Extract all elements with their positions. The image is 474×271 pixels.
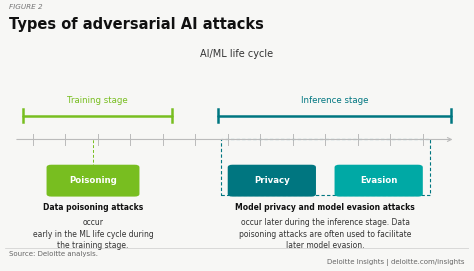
Text: Privacy: Privacy xyxy=(254,176,290,185)
Text: Data poisoning attacks: Data poisoning attacks xyxy=(43,203,143,212)
FancyBboxPatch shape xyxy=(228,165,316,196)
Text: Inference stage: Inference stage xyxy=(301,96,368,105)
Text: Source: Deloitte analysis.: Source: Deloitte analysis. xyxy=(9,251,99,257)
Text: Model privacy and model evasion attacks: Model privacy and model evasion attacks xyxy=(236,203,415,212)
FancyBboxPatch shape xyxy=(335,165,423,196)
Text: Deloitte Insights | deloitte.com/insights: Deloitte Insights | deloitte.com/insight… xyxy=(327,259,465,266)
Text: occur later during the inference stage. Data
poisoning attacks are often used to: occur later during the inference stage. … xyxy=(239,218,411,250)
Text: Poisoning: Poisoning xyxy=(69,176,117,185)
Text: occur
early in the ML life cycle during
the training stage.: occur early in the ML life cycle during … xyxy=(33,218,154,250)
Text: Evasion: Evasion xyxy=(360,176,397,185)
Text: AI/ML life cycle: AI/ML life cycle xyxy=(201,49,273,59)
Text: Types of adversarial AI attacks: Types of adversarial AI attacks xyxy=(9,17,264,32)
Text: FIGURE 2: FIGURE 2 xyxy=(9,4,43,10)
Text: Training stage: Training stage xyxy=(67,96,128,105)
FancyBboxPatch shape xyxy=(46,165,139,196)
